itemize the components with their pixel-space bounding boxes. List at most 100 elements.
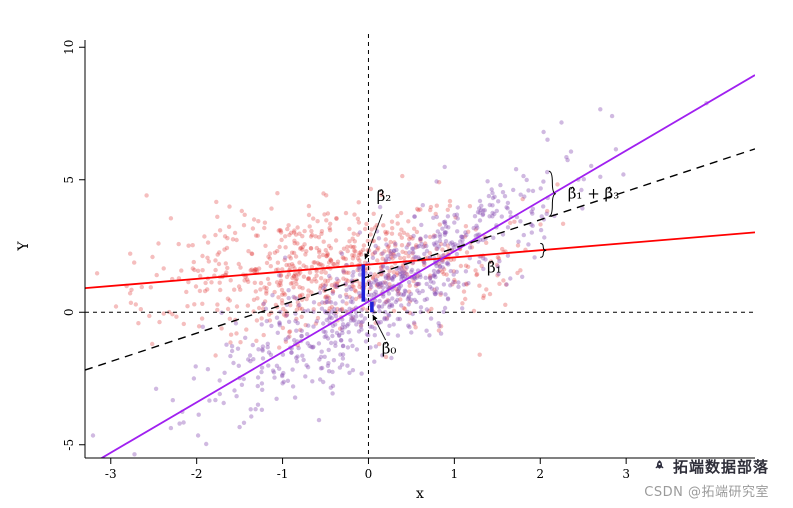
data-point (444, 261, 449, 266)
data-point (400, 273, 405, 279)
data-point (385, 244, 391, 250)
data-point (326, 243, 332, 249)
data-point (424, 296, 430, 302)
data-point (413, 283, 419, 288)
data-point (154, 272, 159, 278)
fitted-lines-layer (85, 74, 755, 458)
data-point (274, 396, 279, 401)
data-point (383, 229, 388, 235)
data-point (498, 182, 503, 188)
data-point (352, 244, 357, 250)
data-point (464, 282, 469, 287)
data-point (278, 280, 283, 286)
data-point (491, 235, 496, 240)
data-point (477, 210, 482, 215)
data-point (388, 251, 393, 256)
data-point (311, 324, 316, 329)
data-point (281, 291, 286, 296)
data-point (402, 288, 408, 293)
data-point (324, 253, 329, 259)
data-point (521, 232, 526, 238)
data-point (372, 250, 378, 255)
data-point (290, 367, 295, 372)
data-point (327, 299, 332, 304)
data-point (455, 205, 460, 210)
data-point (281, 379, 286, 384)
data-point (341, 269, 346, 274)
data-point (340, 352, 346, 357)
data-point (407, 324, 412, 330)
data-point (127, 291, 133, 296)
data-point (309, 279, 314, 284)
data-point (568, 149, 574, 154)
data-point (393, 299, 398, 305)
data-point (410, 246, 415, 251)
data-point (216, 261, 222, 267)
data-point (382, 301, 387, 306)
data-point (415, 281, 420, 287)
scatter-points-layer (90, 101, 709, 457)
data-point (317, 248, 322, 253)
data-point (441, 282, 447, 287)
data-point (418, 236, 423, 241)
data-point (487, 291, 493, 297)
data-point (326, 369, 332, 374)
data-point (290, 275, 295, 281)
data-point (479, 263, 484, 269)
data-point (345, 323, 350, 328)
data-point (381, 294, 386, 299)
data-point (333, 283, 338, 288)
data-point (437, 222, 442, 227)
data-point (446, 225, 451, 230)
data-point (414, 243, 419, 248)
data-point (217, 391, 222, 397)
data-point (278, 282, 283, 288)
data-point (319, 270, 324, 275)
data-point (94, 271, 100, 276)
data-point (288, 256, 293, 261)
data-point (315, 260, 320, 266)
data-point (542, 235, 547, 240)
data-point (229, 348, 235, 354)
data-point (292, 241, 297, 246)
data-point (255, 375, 261, 380)
data-point (403, 267, 408, 272)
data-point (327, 306, 332, 311)
data-point (511, 187, 516, 193)
data-point (330, 328, 335, 334)
data-point (285, 378, 291, 383)
data-point (348, 318, 354, 323)
data-point (538, 186, 543, 191)
data-point (386, 312, 391, 317)
data-point (422, 243, 427, 249)
data-point (408, 291, 414, 297)
data-point (259, 322, 264, 327)
data-point (373, 243, 378, 249)
data-point (292, 266, 297, 271)
data-point (294, 359, 300, 364)
data-point (621, 172, 626, 177)
data-point (263, 243, 268, 248)
data-point (327, 295, 332, 301)
data-point (393, 243, 398, 248)
data-point (227, 298, 232, 303)
data-point (434, 290, 439, 295)
data-point (504, 205, 509, 210)
data-point (442, 232, 447, 237)
data-point (443, 224, 449, 229)
data-point (441, 267, 447, 272)
zero-reference-lines (85, 34, 755, 458)
data-point (424, 307, 430, 312)
data-point (368, 282, 373, 288)
data-point (302, 242, 307, 247)
data-point (348, 338, 353, 343)
data-point (330, 369, 335, 375)
data-point (346, 321, 351, 327)
data-point (401, 264, 406, 269)
data-point (265, 345, 270, 350)
data-point (287, 266, 293, 271)
data-point (253, 289, 258, 294)
data-point (350, 273, 355, 278)
data-point (132, 452, 137, 457)
data-point (314, 319, 319, 324)
